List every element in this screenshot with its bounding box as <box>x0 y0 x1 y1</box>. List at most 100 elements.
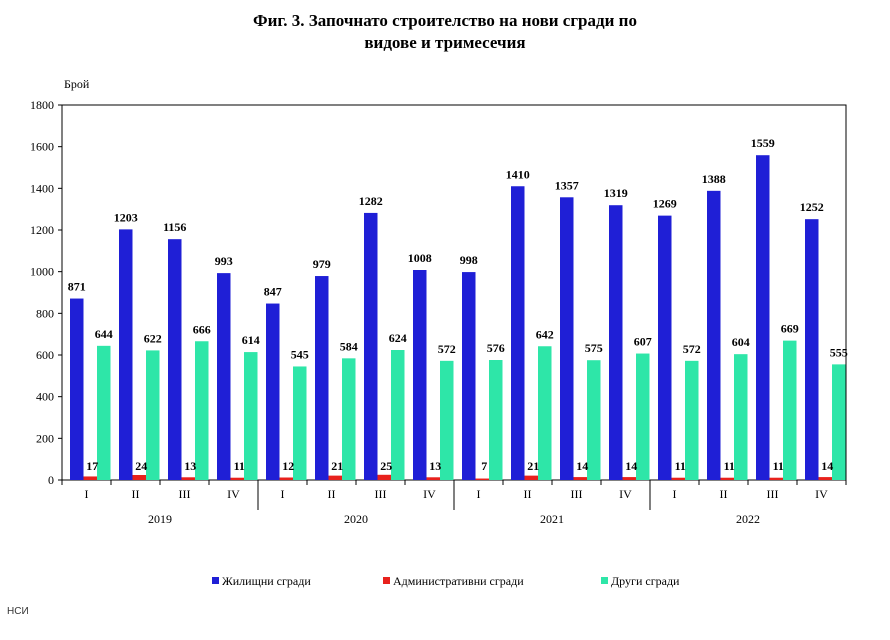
bar-1 <box>364 212 378 480</box>
data-label-1: 1410 <box>506 167 530 181</box>
x-tick-label: II <box>524 487 532 501</box>
data-label-3: 572 <box>438 342 456 356</box>
bar-2 <box>573 477 587 480</box>
bar-3 <box>440 360 454 480</box>
bar-2 <box>83 476 97 480</box>
bar-1 <box>217 273 231 480</box>
data-label-3: 575 <box>585 341 603 355</box>
data-label-2: 13 <box>184 459 196 473</box>
bar-2 <box>622 477 636 480</box>
bar-2 <box>720 477 734 480</box>
x-tick-label: IV <box>423 487 436 501</box>
y-tick-label: 1600 <box>30 140 54 154</box>
bar-3 <box>538 346 552 480</box>
bar-1 <box>560 197 574 480</box>
x-tick-label: IV <box>619 487 632 501</box>
data-label-3: 622 <box>144 331 162 345</box>
chart-title-line-2: видове и тримесечия <box>364 33 526 52</box>
legend-swatch-2 <box>383 577 390 584</box>
data-label-1: 1559 <box>751 136 775 150</box>
x-tick-label: II <box>328 487 336 501</box>
y-tick-label: 1800 <box>30 98 54 112</box>
x-tick-label: III <box>179 487 191 501</box>
bar-3 <box>783 340 797 480</box>
data-label-2: 14 <box>625 459 637 473</box>
bar-2 <box>279 477 293 480</box>
bar-1 <box>413 270 427 480</box>
source-note: НСИ <box>7 606 29 617</box>
x-group-label: 2021 <box>540 512 564 526</box>
legend-label-3: Други сгради <box>611 574 680 588</box>
bar-3 <box>587 360 601 480</box>
data-label-2: 25 <box>380 459 392 473</box>
bar-2 <box>769 477 783 480</box>
bar-1 <box>266 303 280 480</box>
legend: Жилищни сгради Административни сгради Друг… <box>212 574 680 588</box>
data-label-2: 21 <box>331 459 343 473</box>
x-tick-label: III <box>571 487 583 501</box>
data-label-1: 998 <box>460 253 478 267</box>
chart-title: Фиг. 3. Започнато строителство на нови с… <box>0 10 890 54</box>
x-tick-label: III <box>767 487 779 501</box>
bar-1 <box>119 229 133 480</box>
bar-1 <box>462 272 476 480</box>
bar-2 <box>230 477 244 480</box>
x-tick-label: IV <box>815 487 828 501</box>
bar-2 <box>181 477 195 480</box>
data-label-2: 12 <box>282 459 294 473</box>
data-label-3: 576 <box>487 341 505 355</box>
bar-3 <box>636 353 650 480</box>
data-label-3: 584 <box>340 339 358 353</box>
data-label-3: 545 <box>291 347 309 361</box>
data-label-1: 1282 <box>359 194 383 208</box>
data-label-3: 614 <box>242 333 260 347</box>
y-tick-label: 200 <box>36 431 54 445</box>
data-label-3: 669 <box>781 322 799 336</box>
data-label-2: 14 <box>576 459 588 473</box>
data-label-2: 11 <box>675 459 686 473</box>
data-label-1: 1388 <box>702 172 726 186</box>
data-label-1: 1203 <box>114 210 138 224</box>
data-label-1: 1319 <box>604 186 628 200</box>
data-label-2: 7 <box>481 459 487 473</box>
bar-2 <box>524 475 538 480</box>
x-tick-label: I <box>477 487 481 501</box>
y-tick-label: 1400 <box>30 181 54 195</box>
data-label-2: 13 <box>429 459 441 473</box>
bar-2 <box>671 477 685 480</box>
bar-2 <box>426 477 440 480</box>
y-axis: 0 200 400 600 800 1000 1200 1400 1600 1800 <box>30 98 62 487</box>
data-label-1: 993 <box>215 254 233 268</box>
bar-3 <box>342 358 356 480</box>
bar-1 <box>168 239 182 480</box>
bars-layer <box>70 155 846 481</box>
legend-label-1: Жилищни сгради <box>222 574 311 588</box>
data-label-1: 1156 <box>163 220 186 234</box>
y-tick-label: 1200 <box>30 223 54 237</box>
data-label-3: 644 <box>95 327 113 341</box>
bar-2 <box>475 478 489 480</box>
x-tick-label: I <box>673 487 677 501</box>
x-tick-label: II <box>132 487 140 501</box>
data-label-1: 1269 <box>653 197 677 211</box>
y-tick-label: 600 <box>36 348 54 362</box>
bar-3 <box>734 354 748 480</box>
bar-3 <box>489 360 503 480</box>
bar-1 <box>609 205 623 481</box>
data-label-3: 607 <box>634 335 652 349</box>
x-tick-label: II <box>720 487 728 501</box>
x-tick-label: III <box>375 487 387 501</box>
bar-2 <box>377 474 391 480</box>
data-label-2: 11 <box>773 459 784 473</box>
bar-1 <box>70 298 84 480</box>
bar-3 <box>97 345 111 480</box>
bar-3 <box>832 364 846 480</box>
data-label-3: 555 <box>830 345 848 359</box>
bar-1 <box>756 155 770 481</box>
data-label-3: 572 <box>683 342 701 356</box>
data-label-2: 11 <box>724 459 735 473</box>
bar-1 <box>315 276 329 480</box>
x-tick-label: I <box>281 487 285 501</box>
